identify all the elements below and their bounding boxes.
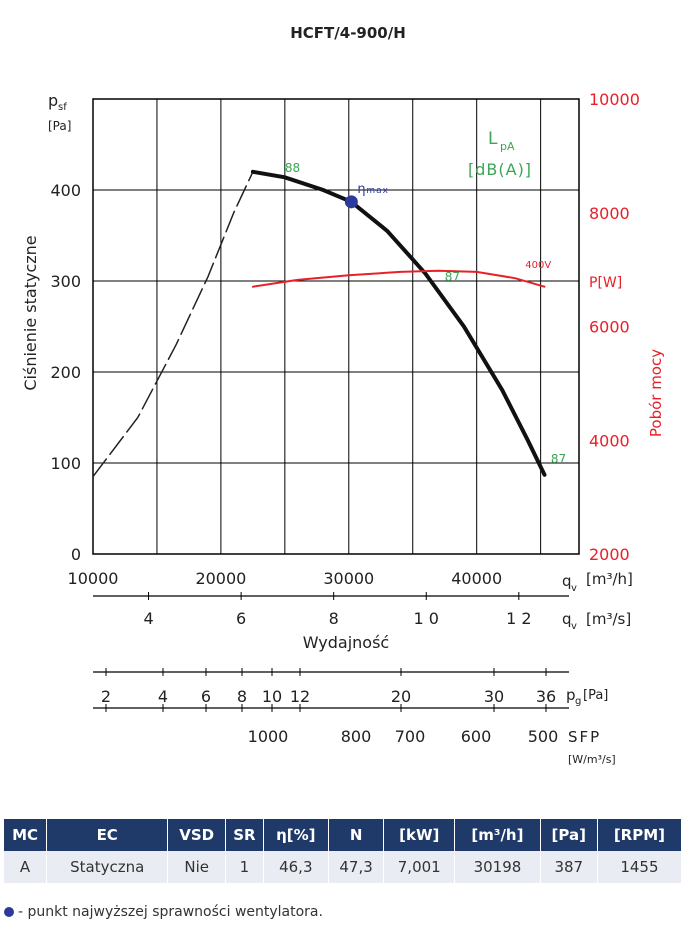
table-cell: 1: [225, 851, 264, 883]
x-axis-sub-h: v: [571, 583, 577, 594]
table-cell: Statyczna: [46, 851, 169, 883]
y-axis-title: Ciśnienie statyczne: [21, 235, 40, 390]
table-header-cell: VSD: [167, 819, 227, 851]
sfp-tick-label: 600: [461, 727, 492, 746]
lpa-marker-label: 88: [285, 161, 300, 175]
y-tick-label: 100: [50, 454, 81, 473]
sfp-axis-unit: [W/m³/s]: [568, 753, 616, 766]
sfp-tick-label: 500: [528, 727, 559, 746]
eta-legend-note: - punkt najwyższej sprawności wentylator…: [4, 904, 323, 920]
y-tick-label: 400: [50, 181, 81, 200]
y2-tick-label: 10000: [589, 90, 640, 109]
stall-curve-dashed: [92, 171, 254, 478]
lpa-label-sub: pA: [500, 140, 515, 153]
table-header-cell: [RPM]: [597, 819, 683, 851]
x2-tick-label: 8: [329, 609, 339, 628]
table-header-cell: N: [328, 819, 385, 851]
lpa-label-main: L: [488, 129, 498, 149]
x-tick-label: 10000: [68, 569, 119, 588]
table-cell: 7,001: [383, 851, 456, 883]
lpa-marker-label: 87: [445, 270, 460, 284]
x-axis-unit-s-text: [m³/s]: [586, 610, 631, 628]
table-header-cell: [kW]: [383, 819, 456, 851]
lpa-marker-label: 87: [551, 452, 566, 466]
pg-tick-label: 36: [536, 687, 556, 706]
table-header-cell: MC: [4, 819, 48, 851]
x2-tick-label: 1 0: [414, 609, 439, 628]
x-axis-unit-h-text: [m³/h]: [586, 570, 633, 588]
pressure-curve: [250, 169, 547, 477]
x-tick-label: 30000: [323, 569, 374, 588]
pg-tick-label: 6: [201, 687, 211, 706]
eta-max-sub: max: [366, 186, 389, 196]
table-header-cell: SR: [225, 819, 264, 851]
table-header-cell: [Pa]: [540, 819, 598, 851]
chart-title: HCFT/4-900/H: [290, 24, 406, 42]
sfp-tick-label: 1000: [248, 727, 289, 746]
table-row: A Statyczna Nie 1 46,3 47,3 7,001 30198 387 1455: [4, 851, 683, 883]
fan-performance-chart: HCFT/4-900/H 0 100 200 300 400 2000 4000 6000 80…: [21, 24, 665, 766]
x-axis-sub-s: v: [571, 621, 577, 632]
table-header-cell: EC: [46, 819, 169, 851]
table-cell: 47,3: [328, 851, 385, 883]
pg-tick-label: 10: [262, 687, 282, 706]
y-axis-sub: sf: [58, 102, 67, 113]
table-cell: Nie: [167, 851, 227, 883]
x2-tick-label: 6: [236, 609, 246, 628]
y2-axis-unit: P[W]: [589, 275, 622, 291]
y2-tick-label: 8000: [589, 204, 630, 223]
eta-max-label: η: [357, 182, 365, 197]
chart-grid: [92, 98, 580, 712]
pg-axis-symbol: p: [566, 686, 576, 704]
y-axis-symbol: p: [48, 91, 58, 110]
note-text: - punkt najwyższej sprawności wentylator…: [18, 904, 323, 920]
x-axis-unit-s: q: [562, 610, 572, 628]
y-tick-label: 300: [50, 272, 81, 291]
table-cell: A: [4, 851, 48, 883]
x-axis-title: Wydajność: [303, 633, 389, 652]
plot-frame: [92, 98, 580, 555]
pg-axis-sub: g: [575, 696, 581, 707]
chart-labels: 0 100 200 300 400 2000 4000 6000 8000 10000 10000 2…: [21, 90, 665, 766]
power-curve-label: 400V: [525, 260, 551, 271]
pg-tick-label: 2: [101, 687, 111, 706]
sfp-tick-label: 800: [341, 727, 372, 746]
y2-tick-label: 2000: [589, 545, 630, 564]
y2-tick-label: 6000: [589, 318, 630, 337]
y-tick-label: 0: [71, 545, 81, 564]
table-header-cell: [m³/h]: [454, 819, 541, 851]
table-cell: 46,3: [263, 851, 329, 883]
x-tick-label: 40000: [451, 569, 502, 588]
table-cell: 30198: [454, 851, 541, 883]
chart-curves: [92, 169, 547, 478]
y-axis-unit: [Pa]: [48, 119, 71, 133]
y2-tick-label: 4000: [589, 431, 630, 450]
lpa-label-unit: [dB(A)]: [468, 160, 532, 179]
sfp-tick-label: 700: [395, 727, 426, 746]
pg-tick-label: 4: [158, 687, 168, 706]
table-header-row: MC EC VSD SR η[%] N [kW] [m³/h] [Pa] [RPM]: [4, 819, 683, 851]
power-curve: [251, 269, 546, 288]
x2-tick-label: 1 2: [506, 609, 531, 628]
pg-axis-unit: [Pa]: [583, 688, 608, 703]
eta-max-point: [344, 195, 358, 209]
eta-point-icon: [4, 907, 14, 917]
pg-tick-label: 12: [290, 687, 310, 706]
pg-tick-label: 20: [391, 687, 411, 706]
y-tick-label: 200: [50, 363, 81, 382]
y2-axis-title: Pobór mocy: [647, 349, 665, 437]
table-cell: 1455: [597, 851, 683, 883]
table-cell: 387: [540, 851, 598, 883]
pg-tick-label: 30: [484, 687, 504, 706]
table-header-cell: η[%]: [263, 819, 329, 851]
x-tick-label: 20000: [195, 569, 246, 588]
sfp-axis-label: SFP: [568, 728, 601, 746]
x-axis-unit-h: q: [562, 572, 572, 590]
fan-data-table: MC EC VSD SR η[%] N [kW] [m³/h] [Pa] [RPM] A Staty…: [4, 819, 683, 883]
x2-tick-label: 4: [143, 609, 153, 628]
pg-tick-label: 8: [237, 687, 247, 706]
